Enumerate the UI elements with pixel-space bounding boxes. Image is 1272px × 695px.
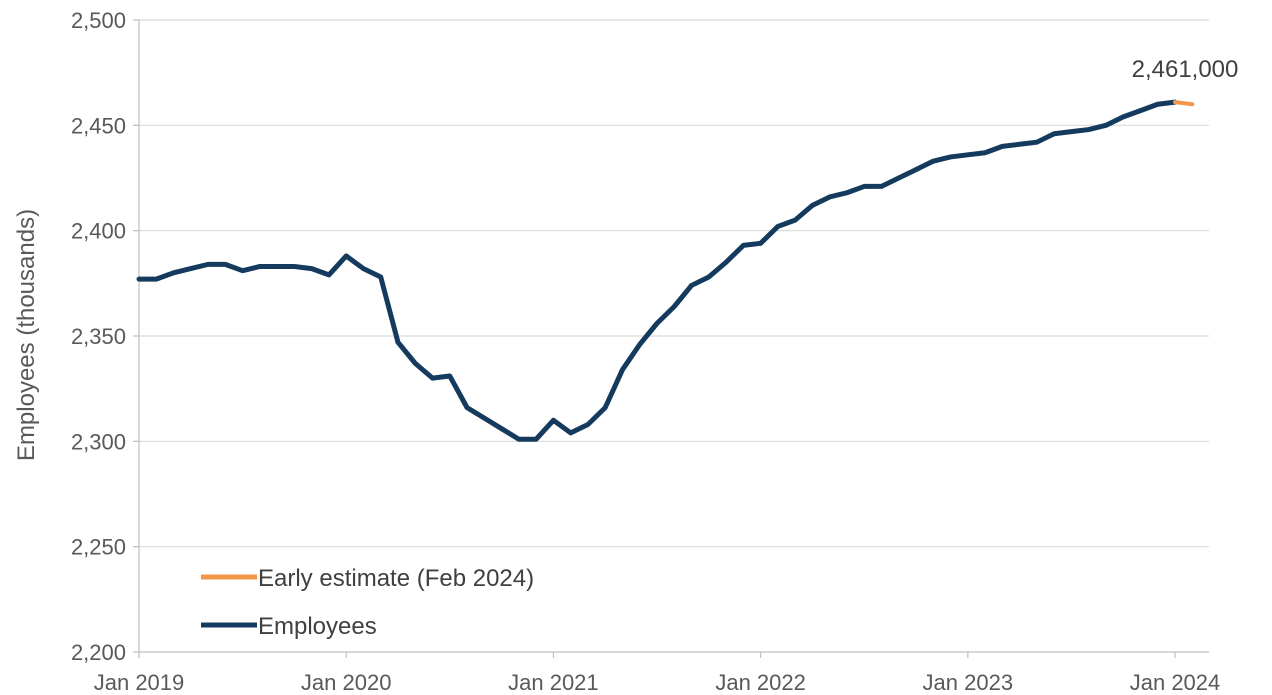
legend: Early estimate (Feb 2024) Employees bbox=[201, 565, 534, 640]
x-tick-label: Jan 2023 bbox=[923, 670, 1014, 695]
legend-label-early-estimate: Early estimate (Feb 2024) bbox=[258, 565, 534, 592]
y-tick-label: 2,350 bbox=[71, 324, 126, 349]
gridlines bbox=[139, 19, 1209, 548]
y-axis-label: Employees (thousands) bbox=[13, 209, 40, 461]
x-tick-label: Jan 2019 bbox=[94, 670, 185, 695]
y-tick-label: 2,500 bbox=[71, 8, 126, 33]
series-line-employees bbox=[136, 99, 1178, 442]
y-tick-label: 2,450 bbox=[71, 113, 126, 138]
y-axis-ticks: 2,200 2,250 2,300 2,350 2,400 2,450 2,500 bbox=[71, 8, 139, 665]
y-tick-label: 2,300 bbox=[71, 429, 126, 454]
y-tick-label: 2,200 bbox=[71, 640, 126, 665]
x-tick-label: Jan 2020 bbox=[301, 670, 392, 695]
x-tick-label: Jan 2024 bbox=[1130, 670, 1221, 695]
series-line-early-estimate bbox=[1173, 100, 1195, 107]
x-tick-label: Jan 2021 bbox=[508, 670, 599, 695]
series-lines bbox=[136, 99, 1195, 442]
x-tick-label: Jan 2022 bbox=[715, 670, 806, 695]
legend-label-employees: Employees bbox=[258, 613, 377, 640]
annotations: 2,461,000 bbox=[1132, 56, 1239, 83]
y-tick-label: 2,250 bbox=[71, 535, 126, 560]
data-label-latest: 2,461,000 bbox=[1132, 56, 1239, 83]
x-axis-ticks: Jan 2019 Jan 2020 Jan 2021 Jan 2022 Jan 2023… bbox=[94, 652, 1221, 695]
y-tick-label: 2,400 bbox=[71, 219, 126, 244]
